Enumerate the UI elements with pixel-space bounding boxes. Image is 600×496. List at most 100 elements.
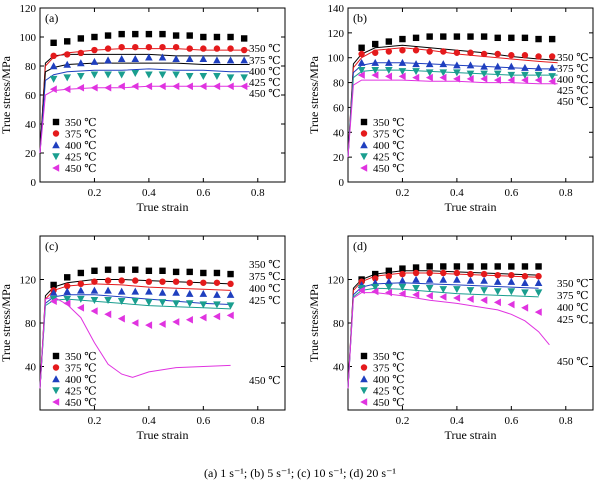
data-point-series-2: [426, 48, 433, 55]
data-point-series-4: [172, 300, 180, 308]
legend-marker: [360, 153, 368, 161]
y-tick-label: 20: [333, 152, 345, 164]
data-point-series-3: [466, 276, 475, 284]
data-point-series-2: [412, 269, 420, 277]
data-point-series-5: [185, 82, 193, 91]
data-point-series-2: [521, 273, 529, 280]
legend-entry: 425 ℃: [65, 386, 97, 398]
data-point-series-5: [117, 314, 125, 323]
legend-marker: [52, 141, 60, 149]
data-point-series-3: [172, 288, 180, 296]
data-point-series-4: [385, 66, 393, 74]
data-point-series-2: [145, 278, 153, 285]
y-axis-title: True stress/MPa: [0, 55, 13, 134]
data-point-series-3: [439, 60, 448, 68]
data-point-series-3: [90, 286, 99, 294]
legend-entry: 350 ℃: [65, 351, 97, 363]
data-point-series-3: [493, 277, 502, 285]
data-point-series-3: [425, 275, 434, 283]
data-point-series-1: [453, 263, 461, 270]
curve-end-label: 400 ℃: [249, 66, 281, 78]
x-tick-label: 0.6: [504, 187, 518, 199]
data-point-series-4: [131, 70, 140, 78]
legend-marker: [360, 375, 368, 383]
data-point-series-1: [50, 39, 57, 46]
data-point-series-1: [467, 263, 474, 270]
figure-caption: (a) 1 s⁻¹; (b) 5 s⁻¹; (c) 10 s⁻¹; (d) 20…: [203, 466, 397, 480]
x-axis-title: True strain: [137, 428, 189, 442]
legend-entry: 350 ℃: [373, 117, 405, 129]
flow-curve-5: [347, 79, 558, 158]
data-point-series-2: [186, 45, 193, 52]
y-tick-label: 40: [333, 362, 345, 374]
x-tick-label: 0.6: [196, 415, 210, 427]
data-point-series-5: [213, 312, 221, 321]
legend-entry: 375 ℃: [65, 363, 97, 375]
data-point-series-3: [199, 289, 208, 297]
data-point-series-2: [385, 273, 393, 280]
curve-end-label: 350 ℃: [557, 52, 589, 64]
data-point-series-1: [118, 30, 125, 38]
data-point-series-3: [199, 54, 208, 62]
data-point-series-4: [493, 288, 502, 296]
data-point-series-5: [131, 82, 139, 91]
data-point-series-2: [372, 49, 379, 56]
data-point-series-2: [118, 277, 125, 284]
data-point-series-4: [213, 301, 221, 309]
data-point-series-2: [50, 52, 57, 60]
data-point-series-3: [425, 60, 434, 68]
x-tick-label: 0.4: [450, 187, 464, 199]
legend-marker: [52, 398, 60, 406]
data-point-series-2: [91, 46, 98, 54]
plot-frame: [347, 7, 594, 183]
data-point-series-4: [398, 68, 407, 76]
data-point-series-5: [453, 75, 461, 83]
data-point-series-4: [172, 71, 180, 79]
data-point-series-1: [186, 268, 193, 276]
data-point-series-1: [453, 33, 461, 40]
legend-entry: 400 ℃: [373, 374, 405, 386]
data-point-series-4: [453, 286, 461, 294]
data-point-series-5: [240, 82, 248, 91]
data-point-series-4: [117, 71, 126, 79]
data-point-series-1: [399, 265, 406, 272]
data-point-series-3: [398, 58, 407, 66]
data-point-series-4: [425, 69, 434, 77]
curve-end-label: 375 ℃: [557, 290, 589, 302]
data-point-series-3: [213, 56, 221, 64]
panel-label: (c): [45, 239, 58, 253]
data-point-series-2: [118, 43, 125, 51]
x-tick-label: 0.6: [504, 415, 518, 427]
legend-entry: 400 ℃: [373, 140, 405, 152]
data-point-series-1: [91, 33, 98, 41]
y-tick-label: 80: [333, 78, 345, 90]
data-point-series-1: [548, 35, 556, 43]
data-point-series-4: [385, 283, 393, 291]
data-point-series-4: [63, 295, 72, 303]
legend-marker: [52, 164, 60, 172]
chart-panel-2: 0.2 0.4 0.6 0.8 0 20 40 60 80 100 120 140 True strai…: [307, 3, 594, 214]
data-point-series-1: [132, 266, 139, 273]
data-point-series-3: [439, 275, 448, 283]
curve-end-label: 350 ℃: [557, 278, 589, 290]
legend-marker: [360, 387, 368, 395]
chart-panel-3: 0.2 0.4 0.6 0.8 40 80 120 True strain True stres…: [0, 235, 286, 442]
data-point-series-1: [104, 266, 112, 273]
data-point-series-2: [77, 280, 85, 288]
data-point-series-2: [159, 43, 166, 51]
data-point-series-4: [521, 289, 529, 297]
data-point-series-2: [132, 277, 139, 284]
data-point-series-5: [521, 76, 529, 84]
data-point-series-3: [145, 287, 153, 295]
data-point-series-5: [90, 83, 98, 92]
data-point-series-5: [199, 313, 207, 322]
data-point-series-2: [399, 47, 406, 54]
data-point-series-2: [521, 52, 529, 59]
data-point-series-1: [77, 35, 85, 42]
data-point-series-2: [200, 279, 207, 286]
data-point-series-3: [90, 57, 99, 65]
data-point-series-1: [145, 267, 153, 274]
data-point-series-5: [521, 303, 529, 312]
data-point-series-4: [49, 75, 58, 83]
data-point-series-1: [494, 263, 501, 270]
